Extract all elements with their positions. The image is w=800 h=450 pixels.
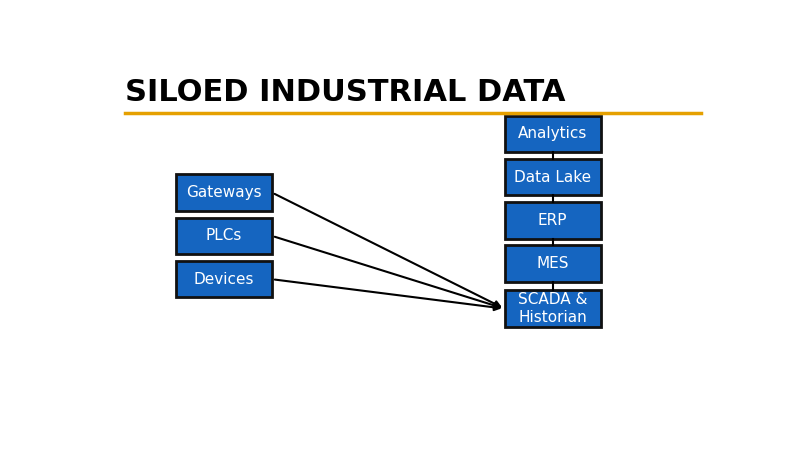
Text: MES: MES [536,256,569,271]
FancyBboxPatch shape [505,202,601,239]
Text: PLCs: PLCs [206,229,242,243]
Text: ERP: ERP [538,213,567,228]
FancyBboxPatch shape [505,159,601,195]
Text: SCADA &
Historian: SCADA & Historian [518,292,587,325]
Text: Analytics: Analytics [518,126,587,141]
Text: Gateways: Gateways [186,185,262,200]
Text: Devices: Devices [194,272,254,287]
FancyBboxPatch shape [176,175,272,211]
FancyBboxPatch shape [505,245,601,282]
Text: SILOED INDUSTRIAL DATA: SILOED INDUSTRIAL DATA [125,78,566,107]
FancyBboxPatch shape [505,291,601,327]
FancyBboxPatch shape [505,116,601,152]
FancyBboxPatch shape [176,218,272,254]
Text: Data Lake: Data Lake [514,170,591,184]
FancyBboxPatch shape [176,261,272,297]
